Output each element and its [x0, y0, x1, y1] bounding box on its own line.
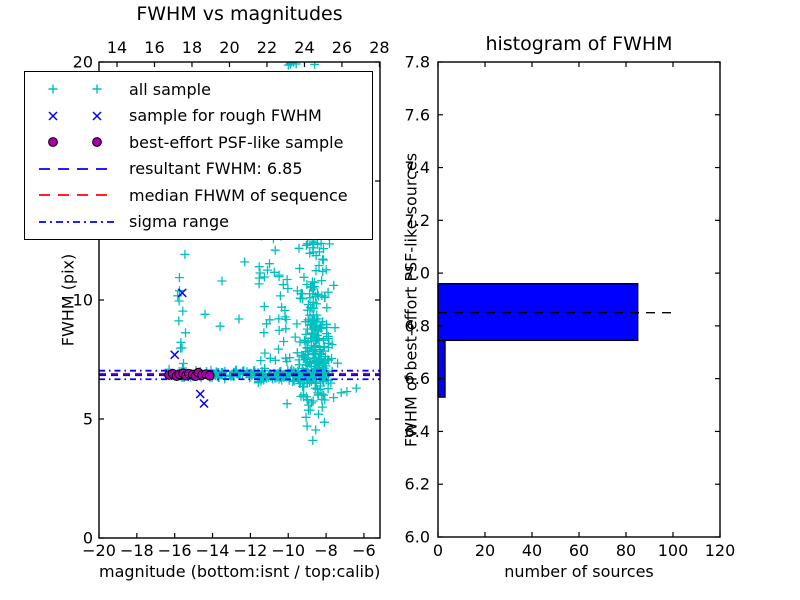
tick-label: −8: [314, 541, 338, 560]
legend-item: median FHWM of sequence: [33, 182, 366, 208]
tick-label: 24: [294, 38, 314, 57]
tick-label: −18: [120, 541, 154, 560]
tick-label: 0: [83, 529, 93, 548]
tick-label: 16: [144, 38, 164, 57]
tick-label: 22: [257, 38, 277, 57]
right-plot-title: histogram of FWHM: [485, 33, 673, 55]
tick-label: 7.0: [405, 264, 430, 283]
tick-label: −10: [271, 541, 305, 560]
right-plot-xlabel: number of sources: [504, 562, 654, 581]
tick-label: 7.4: [405, 158, 430, 177]
legend-item: sigma range: [33, 209, 366, 235]
tick-label: 20: [475, 541, 495, 560]
legend-item: resultant FWHM: 6.85: [33, 156, 366, 182]
left-plot-xlabel: magnitude (bottom:isnt / top:calib): [99, 562, 381, 581]
legend-item-label: sample for rough FWHM: [129, 106, 322, 126]
legend-marker-x-icon: [48, 111, 102, 121]
tick-label: −14: [196, 541, 230, 560]
tick-label: −6: [352, 541, 376, 560]
tick-label: 20: [73, 53, 93, 72]
tick-label: 6.8: [405, 316, 430, 335]
tick-label: 6.2: [405, 475, 430, 494]
histogram-bar: [437, 339, 446, 398]
tick-label: 100: [658, 541, 689, 560]
tick-label: 20: [219, 38, 239, 57]
tick-label: 7.6: [405, 105, 430, 124]
right-plot-ylabel: FWHM of best-effort PSF-like sources: [401, 152, 421, 448]
tick-label: 7.8: [405, 53, 430, 72]
tick-label: 26: [332, 38, 352, 57]
legend-marker-dashed-icon: [39, 167, 115, 170]
tick-label: 0: [433, 541, 443, 560]
left-plot-title: FWHM vs magnitudes: [136, 3, 343, 25]
tick-label: 7.2: [405, 211, 430, 230]
legend-item-label: best-effort PSF-like sample: [129, 132, 344, 152]
left-plot-data: [99, 62, 380, 445]
legend-item-label: resultant FWHM: 6.85: [129, 159, 303, 179]
legend-marker-dashdot-icon: [39, 220, 115, 223]
legend-item-label: sigma range: [129, 212, 229, 232]
tick-label: −20: [82, 541, 116, 560]
tick-label: −16: [158, 541, 192, 560]
legend-item: best-effort PSF-like sample: [33, 129, 366, 155]
tick-label: 5: [83, 410, 93, 429]
legend-marker-dashed-icon: [39, 194, 115, 197]
tick-label: 80: [616, 541, 636, 560]
legend-item: all sample: [33, 76, 366, 102]
tick-label: 40: [522, 541, 542, 560]
tick-label: 18: [182, 38, 202, 57]
legend: all sample sample for rough FWHM best-effo…: [24, 71, 373, 240]
tick-label: 10: [73, 291, 93, 310]
legend-item-label: median FHWM of sequence: [129, 185, 348, 205]
legend-marker-circle-icon: [48, 137, 102, 148]
psf-sample-point: [204, 370, 215, 381]
legend-item-label: all sample: [129, 79, 211, 99]
tick-label: −12: [233, 541, 267, 560]
tick-label: 6.6: [405, 369, 430, 388]
legend-item: sample for rough FWHM: [33, 103, 366, 129]
tick-label: 28: [369, 38, 389, 57]
tick-label: 14: [107, 38, 127, 57]
tick-label: 60: [569, 541, 589, 560]
tick-label: 120: [705, 541, 736, 560]
left-plot-ylabel: FWHM (pix): [58, 253, 78, 347]
legend-marker-plus-icon: [48, 84, 102, 94]
tick-label: 6.0: [405, 528, 430, 547]
tick-label: 6.4: [405, 422, 430, 441]
